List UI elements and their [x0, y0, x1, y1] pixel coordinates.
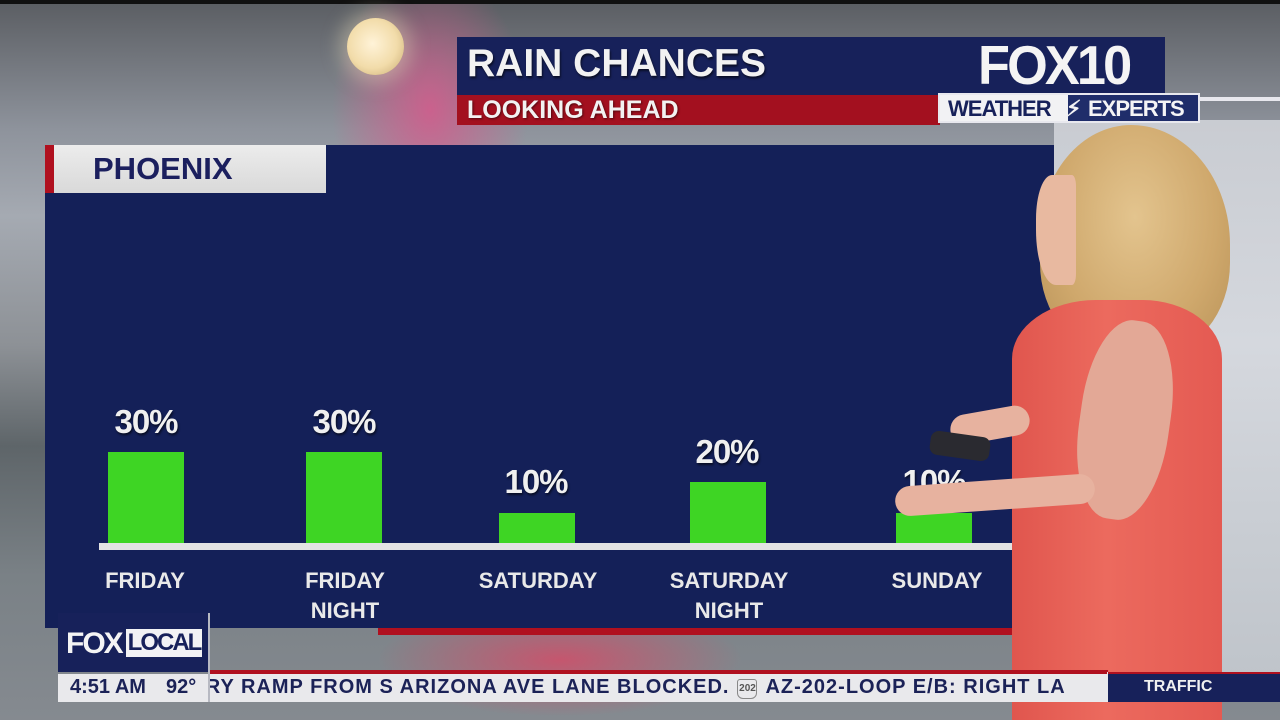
- chart-baseline: [99, 543, 1012, 550]
- ticker-message-part1: 'RY RAMP FROM S ARIZONA AVE LANE BLOCKED…: [208, 676, 730, 698]
- lower-third-divider: [208, 613, 210, 702]
- page-title: RAIN CHANCES: [467, 42, 767, 85]
- fox-local-logo: FOX LOCAL: [58, 613, 208, 672]
- bar-sunday: [896, 513, 972, 543]
- ticker-category-box: TRAFFIC: [1108, 672, 1280, 702]
- category-line1: SUNDAY: [891, 568, 983, 593]
- bar-value-saturday: 10%: [504, 463, 568, 500]
- location-tab: PHOENIX: [45, 145, 326, 193]
- category-line1: SATURDAY: [478, 568, 598, 593]
- fox-local-logo-local: LOCAL: [126, 629, 202, 657]
- top-border: [0, 0, 1280, 4]
- ticker-scroll-area: 'RY RAMP FROM S ARIZONA AVE LANE BLOCKED…: [208, 674, 1108, 702]
- page-subtitle: LOOKING AHEAD: [467, 96, 679, 124]
- bar-friday-night: [306, 452, 382, 543]
- bar-saturday: [499, 513, 575, 543]
- background-light: [347, 18, 404, 75]
- fox-local-logo-fox: FOX: [66, 627, 124, 660]
- badge-experts-text: EXPERTS: [1088, 96, 1185, 121]
- badge-rule-line: [1200, 97, 1280, 101]
- weather-experts-badge: WEATHER ⚡︎ EXPERTS: [938, 93, 1200, 123]
- category-label-friday-night: FRIDAY NIGHT: [245, 566, 445, 626]
- category-line2: NIGHT: [694, 598, 764, 623]
- station-logo: FOX10: [978, 34, 1132, 96]
- presenter-face: [1036, 175, 1076, 285]
- chart-panel: [45, 145, 1054, 628]
- ticker-message: 'RY RAMP FROM S ARIZONA AVE LANE BLOCKED…: [208, 676, 1066, 699]
- title-bar: [457, 37, 1165, 95]
- lightning-bolt-icon: ⚡︎: [1066, 96, 1082, 121]
- bar-value-friday: 30%: [114, 403, 178, 440]
- ticker-temperature: 92°: [166, 676, 197, 698]
- bar-value-friday-night: 30%: [312, 403, 376, 440]
- subtitle-bar: [457, 95, 940, 125]
- ticker-time: 4:51 AM: [70, 676, 146, 698]
- badge-weather-text: WEATHER: [948, 96, 1052, 121]
- category-label-friday: FRIDAY: [45, 566, 245, 596]
- bar-saturday-night: [690, 482, 766, 543]
- ticker-message-part2: AZ-202-LOOP E/B: RIGHT LA: [765, 676, 1066, 698]
- category-line1: FRIDAY: [305, 568, 385, 593]
- badge-white-section: [940, 95, 1068, 121]
- bar-friday: [108, 452, 184, 543]
- news-ticker: 4:51 AM 92° 'RY RAMP FROM S ARIZONA AVE …: [58, 674, 1108, 702]
- ticker-category-label: TRAFFIC: [1144, 678, 1213, 695]
- category-label-saturday: SATURDAY: [438, 566, 638, 596]
- panel-red-stripe: [378, 628, 1013, 635]
- category-line1: SATURDAY: [669, 568, 789, 593]
- category-line1: FRIDAY: [105, 568, 185, 593]
- category-label-sunday: SUNDAY: [837, 566, 1037, 596]
- category-line2: NIGHT: [310, 598, 380, 623]
- bar-value-saturday-night: 20%: [695, 433, 759, 470]
- ticker-red-stripe: [208, 670, 1108, 674]
- category-label-saturday-night: SATURDAY NIGHT: [629, 566, 829, 626]
- location-tab-accent: [45, 145, 54, 193]
- location-label: PHOENIX: [93, 151, 233, 186]
- route-shield-icon: 202: [737, 679, 758, 699]
